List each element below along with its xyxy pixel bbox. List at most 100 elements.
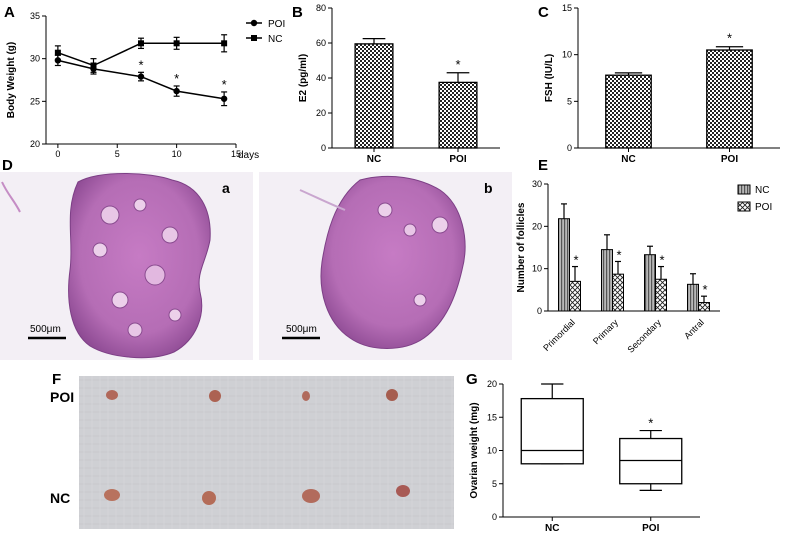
photo-row-label-poi: POI: [50, 389, 74, 405]
legend-marker-POI: [250, 19, 258, 27]
y-tick-label-C: 5: [567, 96, 572, 106]
x-tick-label-NC: NC: [621, 154, 635, 165]
ovary-nc-1: [104, 489, 120, 501]
y-tick-label-C: 10: [562, 50, 572, 60]
legend-marker-NC: [251, 35, 257, 41]
x-axis-title-A: days: [238, 150, 259, 161]
legend-label-POI: POI: [755, 202, 772, 213]
legend-label-POI: POI: [268, 19, 285, 30]
ovary-poi-3: [302, 391, 310, 401]
ovary-nc-2: [202, 491, 216, 505]
box-NC: [520, 397, 584, 465]
significance-star-B: *: [455, 57, 460, 72]
bar-POI-Primary: [612, 273, 624, 312]
point-POI: [137, 73, 145, 80]
significance-star-C: *: [727, 31, 732, 46]
x-tick-label-NC: NC: [545, 523, 559, 534]
micrograph-b: b 500μm: [259, 172, 512, 360]
panel-letter-e: E: [538, 157, 548, 174]
y-tick-label-E: 30: [532, 179, 542, 189]
bar-NC-Primordial: [558, 218, 570, 312]
bar-POI: [438, 81, 478, 149]
bar-NC-Secondary: [644, 254, 656, 312]
y-axis-title-C: FSH (IU/L): [544, 54, 555, 102]
y-tick-label-A: 25: [30, 96, 40, 106]
x-tick-label-POI: POI: [449, 154, 466, 165]
x-tick-label-A: 15: [231, 149, 241, 159]
y-tick-label-E: 20: [532, 221, 542, 231]
micrograph-label-a: a: [222, 180, 230, 196]
y-tick-label-G: 10: [487, 446, 497, 456]
y-tick-label-B: 40: [316, 73, 326, 83]
significance-star-E: *: [702, 282, 707, 297]
bar-POI-Secondary: [655, 278, 667, 312]
y-axis-title-B: E2 (pg/ml): [298, 54, 309, 102]
micrograph-label-b: b: [484, 180, 493, 196]
y-tick-label-C: 0: [567, 143, 572, 153]
panel-letter-a: A: [4, 4, 15, 21]
panel-letter-b: B: [292, 4, 303, 21]
y-axis-title-A: Body Weight (g): [6, 42, 17, 118]
y-tick-label-E: 10: [532, 264, 542, 274]
point-NC: [173, 40, 180, 47]
bar-POI: [706, 49, 753, 149]
bar-NC-Primary: [601, 249, 613, 312]
y-tick-label-B: 80: [316, 3, 326, 13]
y-tick-label-B: 0: [321, 143, 326, 153]
point-NC: [54, 49, 61, 56]
ovary-poi-4: [386, 389, 398, 401]
legend-label-NC: NC: [755, 185, 769, 196]
panel-letter-d: D: [2, 157, 13, 174]
scale-label-a: 500μm: [30, 324, 61, 335]
bar-NC: [605, 74, 652, 149]
y-tick-label-G: 20: [487, 379, 497, 389]
point-NC: [90, 62, 97, 69]
x-tick-label-A: 0: [55, 149, 60, 159]
x-tick-label-Primordial: Primordial: [541, 317, 577, 353]
y-tick-label-G: 15: [487, 412, 497, 422]
bar-NC: [354, 43, 394, 149]
panel-letter-c: C: [538, 4, 549, 21]
x-tick-label-A: 5: [115, 149, 120, 159]
box-POI: [619, 437, 683, 485]
bar-NC-Antral: [687, 283, 699, 312]
significance-star-A: *: [174, 71, 179, 86]
legend-swatch-POI: [737, 201, 751, 212]
significance-star-E: *: [616, 247, 621, 262]
point-POI: [220, 95, 228, 102]
ovary-poi-2: [209, 390, 221, 402]
photo-row-label-nc: NC: [50, 490, 70, 506]
y-tick-label-G: 0: [492, 512, 497, 522]
legend-label-NC: NC: [268, 34, 282, 45]
x-tick-label-POI: POI: [721, 154, 738, 165]
bar-POI-Primordial: [569, 280, 581, 312]
point-POI: [173, 87, 180, 95]
significance-star-A: *: [222, 77, 227, 92]
significance-star-E: *: [573, 253, 578, 268]
y-axis-title-G: Ovarian weight (mg): [469, 402, 480, 498]
y-tick-label-C: 15: [562, 3, 572, 13]
micrograph-a: a 500μm: [0, 172, 253, 360]
panel-letter-g: G: [466, 371, 478, 388]
point-NC: [221, 40, 228, 47]
ovary-nc-4: [396, 485, 410, 497]
y-tick-label-A: 20: [30, 139, 40, 149]
x-tick-label-Primary: Primary: [591, 317, 620, 346]
x-tick-label-Antral: Antral: [682, 317, 706, 341]
y-axis-title-E: Number of follicles: [516, 202, 527, 292]
x-tick-label-NC: NC: [367, 154, 381, 165]
y-tick-label-G: 5: [492, 479, 497, 489]
legend-swatch-NC: [737, 184, 751, 195]
y-tick-label-E: 0: [537, 306, 542, 316]
significance-star-E: *: [659, 253, 664, 268]
significance-star-A: *: [138, 57, 143, 72]
y-tick-label-B: 20: [316, 108, 326, 118]
ovary-poi-1: [106, 390, 118, 400]
ovary-photo: [79, 376, 454, 529]
y-tick-label-A: 30: [30, 54, 40, 64]
panel-letter-f: F: [52, 371, 61, 388]
point-POI: [54, 57, 62, 64]
x-tick-label-POI: POI: [642, 523, 659, 534]
point-NC: [138, 40, 144, 47]
